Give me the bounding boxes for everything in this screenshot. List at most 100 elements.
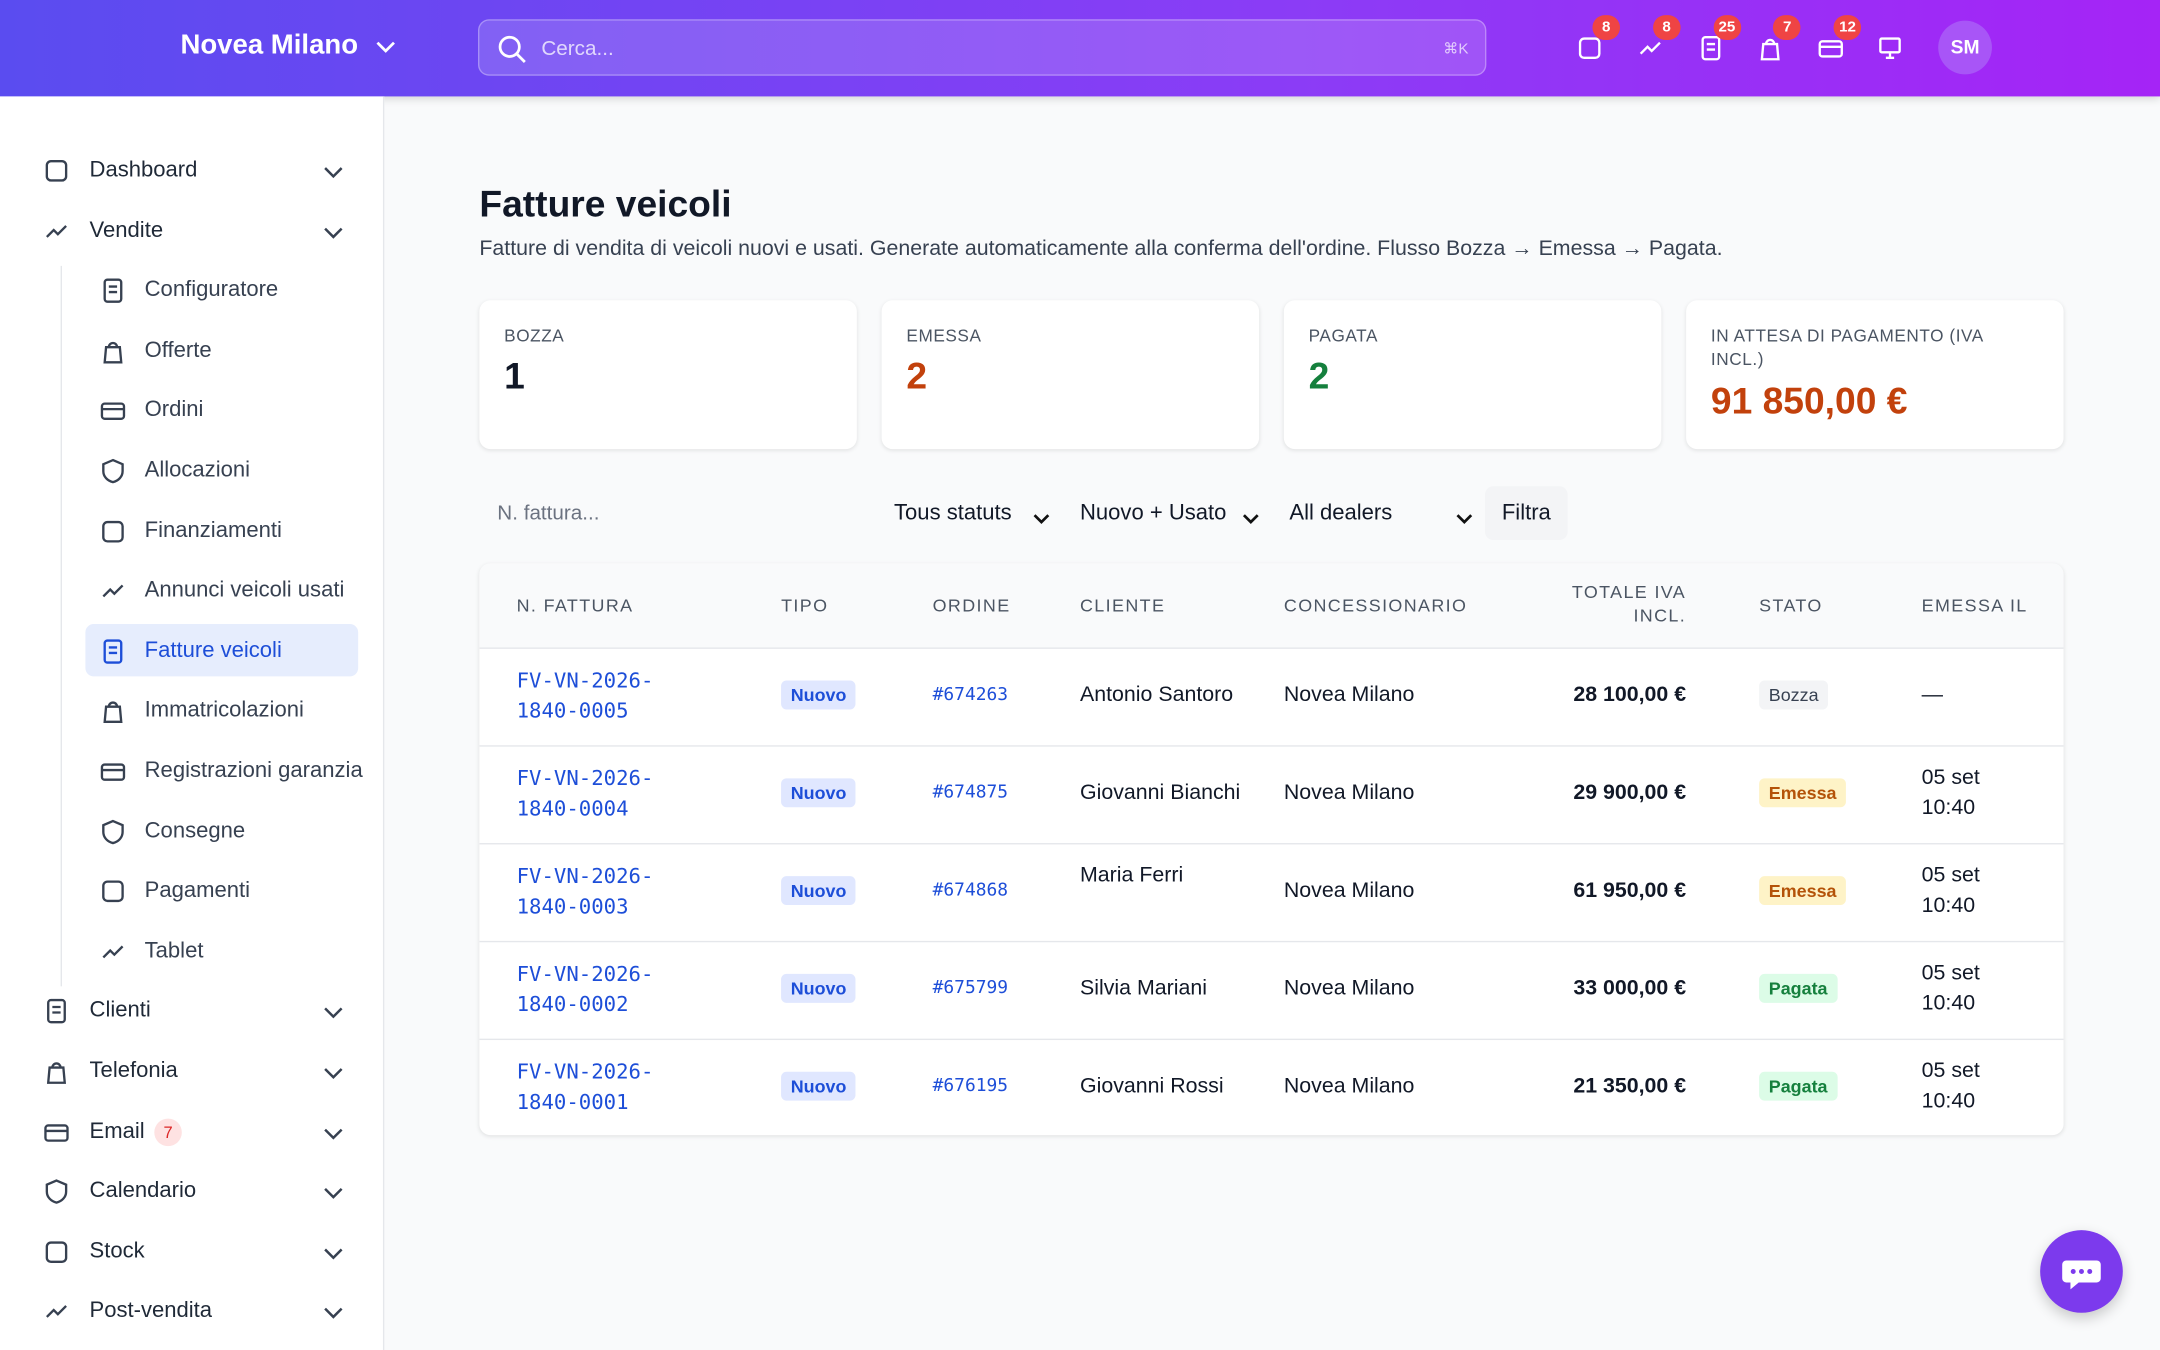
- nav-subitem[interactable]: Finanziamenti: [144, 518, 282, 543]
- nav-subitem[interactable]: Consegne: [144, 819, 246, 843]
- icon: [1876, 34, 1904, 62]
- nav-subitem[interactable]: Registrazioni garanzia: [144, 759, 363, 783]
- row-divider: [479, 745, 2064, 747]
- nav-subitem[interactable]: Pagamenti: [144, 879, 251, 903]
- status-pill: Pagata: [1759, 1071, 1838, 1101]
- invoice-number[interactable]: FV-VN-2026-1840-0005: [516, 668, 654, 724]
- total: 61 950,00 €: [1573, 878, 1687, 903]
- select-chevron: [1033, 508, 1050, 533]
- select-chevron: [1456, 508, 1473, 533]
- total: 28 100,00 €: [1573, 683, 1687, 707]
- filter-select[interactable]: All dealers: [1289, 501, 1393, 525]
- nav-subitem[interactable]: Ordini: [144, 398, 204, 423]
- nav-guide: [60, 266, 62, 987]
- nav-subitem[interactable]: Configuratore: [144, 278, 279, 302]
- table-header-bg: [479, 563, 2064, 649]
- type-pill: Nuovo: [781, 876, 857, 906]
- page-title: Fatture veicoli: [479, 183, 732, 225]
- nav-subitem[interactable]: Tablet: [144, 939, 204, 963]
- column-header: CONCESSIONARIO: [1283, 595, 1468, 616]
- stat-value: 1: [504, 355, 525, 397]
- column-header: CLIENTE: [1080, 595, 1166, 616]
- nav-subitem[interactable]: Offerte: [144, 338, 212, 363]
- chevron[interactable]: [322, 1063, 344, 1088]
- column-header: EMESSA IL: [1921, 595, 2028, 616]
- row-divider: [479, 940, 2064, 943]
- chevron[interactable]: [322, 223, 344, 248]
- icon: [99, 277, 127, 305]
- notification-badge: 8: [1592, 15, 1620, 40]
- column-header: TIPO: [781, 595, 829, 616]
- filter-button[interactable]: Filtra: [1484, 486, 1568, 540]
- invoice-number[interactable]: FV-VN-2026-1840-0004: [516, 765, 654, 822]
- invoice-number[interactable]: FV-VN-2026-1840-0001: [516, 1059, 654, 1115]
- icon: [99, 818, 127, 846]
- nav-subitem[interactable]: Immatricolazioni: [144, 698, 304, 723]
- nav-subitem[interactable]: Annunci veicoli usati: [144, 578, 345, 603]
- icon: [43, 157, 71, 185]
- nav-item[interactable]: Telefonia: [89, 1059, 178, 1083]
- status-pill: Emessa: [1759, 876, 1847, 906]
- invoice-number[interactable]: FV-VN-2026-1840-0002: [516, 961, 654, 1017]
- order-link[interactable]: #676195: [932, 1075, 1009, 1097]
- nav-active-bg: [85, 623, 359, 677]
- brand-chevron[interactable]: [375, 39, 397, 56]
- order-link[interactable]: #675799: [932, 978, 1009, 999]
- column-header: N. FATTURA: [516, 595, 634, 616]
- brand[interactable]: Novea Milano: [180, 30, 359, 61]
- avatar[interactable]: SM: [1938, 20, 1992, 75]
- customer: Giovanni Bianchi: [1080, 781, 1241, 805]
- icon: [43, 1058, 71, 1086]
- chevron[interactable]: [322, 1184, 344, 1209]
- chevron[interactable]: [322, 1244, 344, 1269]
- dealer: Novea Milano: [1283, 976, 1415, 1001]
- icon: [43, 1178, 71, 1206]
- order-link[interactable]: #674868: [932, 880, 1009, 901]
- notification-badge: 12: [1833, 15, 1862, 40]
- nav-item[interactable]: Email: [89, 1119, 145, 1143]
- order-link[interactable]: #674875: [932, 782, 1009, 804]
- chevron[interactable]: [322, 1304, 344, 1329]
- nav-item[interactable]: Clienti: [89, 999, 151, 1023]
- stat-card: EMESSA 2: [881, 300, 1260, 450]
- chevron[interactable]: [322, 163, 344, 188]
- icon: [99, 577, 127, 605]
- icon: [99, 457, 127, 485]
- chevron[interactable]: [322, 1003, 344, 1028]
- order-link[interactable]: #674263: [932, 684, 1009, 706]
- nav-item[interactable]: Calendario: [89, 1179, 197, 1203]
- icon: [99, 938, 127, 966]
- nav-subitem[interactable]: Allocazioni: [144, 458, 251, 483]
- chat-button[interactable]: [2040, 1230, 2123, 1313]
- icon: [1576, 34, 1604, 62]
- column-header: STATO: [1759, 595, 1823, 616]
- issued-at: 05 set 10:40: [1921, 863, 1980, 918]
- nav-item[interactable]: Post-vendita: [89, 1299, 213, 1323]
- nav-item[interactable]: Vendite: [89, 218, 164, 242]
- nav-item[interactable]: Stock: [89, 1239, 145, 1263]
- dealer: Novea Milano: [1283, 683, 1415, 707]
- dealer: Novea Milano: [1283, 781, 1415, 805]
- icon: [99, 878, 127, 906]
- notification-badge: 8: [1652, 15, 1681, 40]
- stat-value: 2: [906, 355, 928, 397]
- customer: Maria Ferri: [1080, 863, 1184, 888]
- stat-value: 91 850,00 €: [1710, 380, 1908, 422]
- nav-subitem[interactable]: Fatture veicoli: [144, 638, 282, 663]
- page-subtitle: Fatture di vendita di veicoli nuovi e us…: [479, 236, 1723, 261]
- issued-at: 05 set 10:40: [1921, 961, 1980, 1016]
- customer: Silvia Mariani: [1080, 976, 1207, 1001]
- chevron[interactable]: [322, 1124, 344, 1149]
- filter-select[interactable]: Nuovo + Usato: [1080, 501, 1227, 525]
- type-pill: Nuovo: [781, 973, 857, 1003]
- icon: [43, 998, 71, 1026]
- nav-item[interactable]: Dashboard: [89, 158, 198, 182]
- search-box[interactable]: Cerca... ⌘K: [478, 19, 1487, 76]
- invoice-number[interactable]: FV-VN-2026-1840-0003: [516, 863, 654, 919]
- filter-select[interactable]: Tous statuts: [894, 501, 1012, 525]
- row-divider: [479, 1038, 2064, 1041]
- invoice-search[interactable]: N. fattura...: [497, 501, 600, 525]
- search-icon: [498, 35, 526, 63]
